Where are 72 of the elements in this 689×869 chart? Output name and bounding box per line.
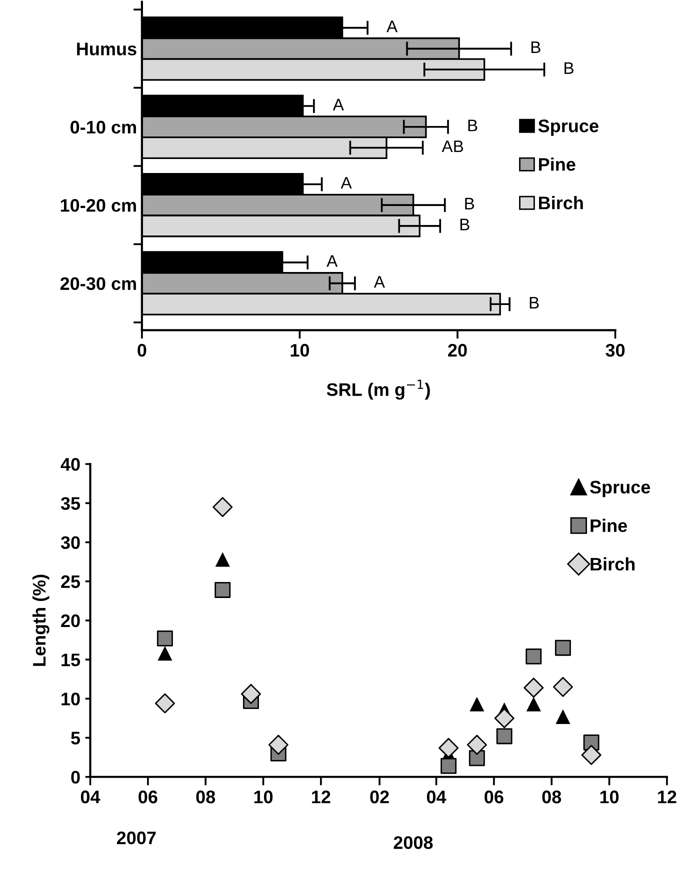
y-tick-label: 0-10 cm (70, 120, 136, 134)
annotation: AB (442, 140, 464, 152)
point (215, 552, 230, 567)
point (470, 696, 484, 712)
y-tick-label: 35 (60, 497, 80, 510)
legend-label: Birch (590, 557, 635, 571)
y-tick-label: 10-20 cm (60, 199, 136, 212)
x-tick-label: 10 (290, 344, 310, 357)
x-tick-label: 12 (312, 790, 330, 804)
x-tick-label: 10 (254, 790, 273, 804)
annotation: A (374, 276, 385, 288)
y-tick-label: 20 (61, 614, 80, 628)
y-tick-label: 20-30 cm (60, 277, 136, 290)
annotation: B (465, 198, 474, 210)
point (496, 728, 512, 744)
annotation: B (460, 218, 470, 230)
x-tick-label: 02 (370, 790, 389, 804)
x-tick-label: 20 (448, 344, 467, 357)
y-tick-label: 40 (60, 458, 80, 471)
x-tick-label: 04 (80, 790, 100, 804)
annotation: A (326, 255, 338, 267)
annotation: B (468, 120, 478, 132)
point (158, 646, 172, 661)
point (526, 648, 542, 664)
text: 2008 (394, 836, 433, 849)
point (524, 678, 544, 698)
x-tick-label: 10 (600, 790, 619, 804)
point (214, 582, 231, 598)
point (240, 684, 261, 704)
y-tick-label: 5 (71, 732, 80, 744)
point (212, 497, 233, 518)
x-tick-label: 08 (196, 790, 216, 804)
x-tick-label: 30 (606, 344, 625, 357)
x-tick-label: 04 (426, 790, 446, 804)
x-tick-label: 12 (658, 790, 676, 804)
x-tick-label: 0 (138, 344, 146, 357)
annotation: A (340, 177, 352, 189)
point (581, 744, 602, 765)
point (438, 738, 459, 758)
point (156, 630, 173, 646)
point (526, 696, 541, 712)
text: 2007 (116, 832, 156, 844)
y-tick-label: Humus (77, 42, 136, 56)
y-tick-label: 15 (62, 654, 80, 666)
annotation: B (564, 62, 574, 74)
legend-label: Pine (539, 158, 576, 171)
x-tick-label: 06 (484, 790, 504, 804)
y-tick-label: 30 (60, 536, 80, 549)
legend-label: Spruce (538, 120, 598, 136)
x-tick-label: 08 (542, 790, 562, 804)
annotation: B (530, 296, 539, 308)
point (554, 640, 571, 656)
x-tick-label: 06 (138, 790, 158, 804)
annotation: A (332, 98, 344, 110)
point (552, 676, 573, 697)
y-tick-label: 25 (61, 575, 80, 588)
point (494, 708, 514, 728)
point (440, 758, 457, 774)
y-axis-title: Length (%) (32, 574, 50, 666)
point (556, 709, 570, 724)
annotation: A (386, 20, 398, 32)
y-tick-label: 10 (62, 692, 80, 706)
point (466, 734, 487, 755)
y-tick-label: 0 (71, 770, 80, 784)
point (468, 750, 485, 766)
annotation: B (531, 42, 540, 53)
point (268, 734, 288, 755)
legend-label: Spruce (590, 480, 650, 498)
legend-label: Pine (590, 518, 628, 532)
legend-label: Birch (539, 196, 583, 210)
point (154, 693, 175, 714)
x-axis-title: SRL (m g$^{−1}$) (326, 380, 430, 400)
